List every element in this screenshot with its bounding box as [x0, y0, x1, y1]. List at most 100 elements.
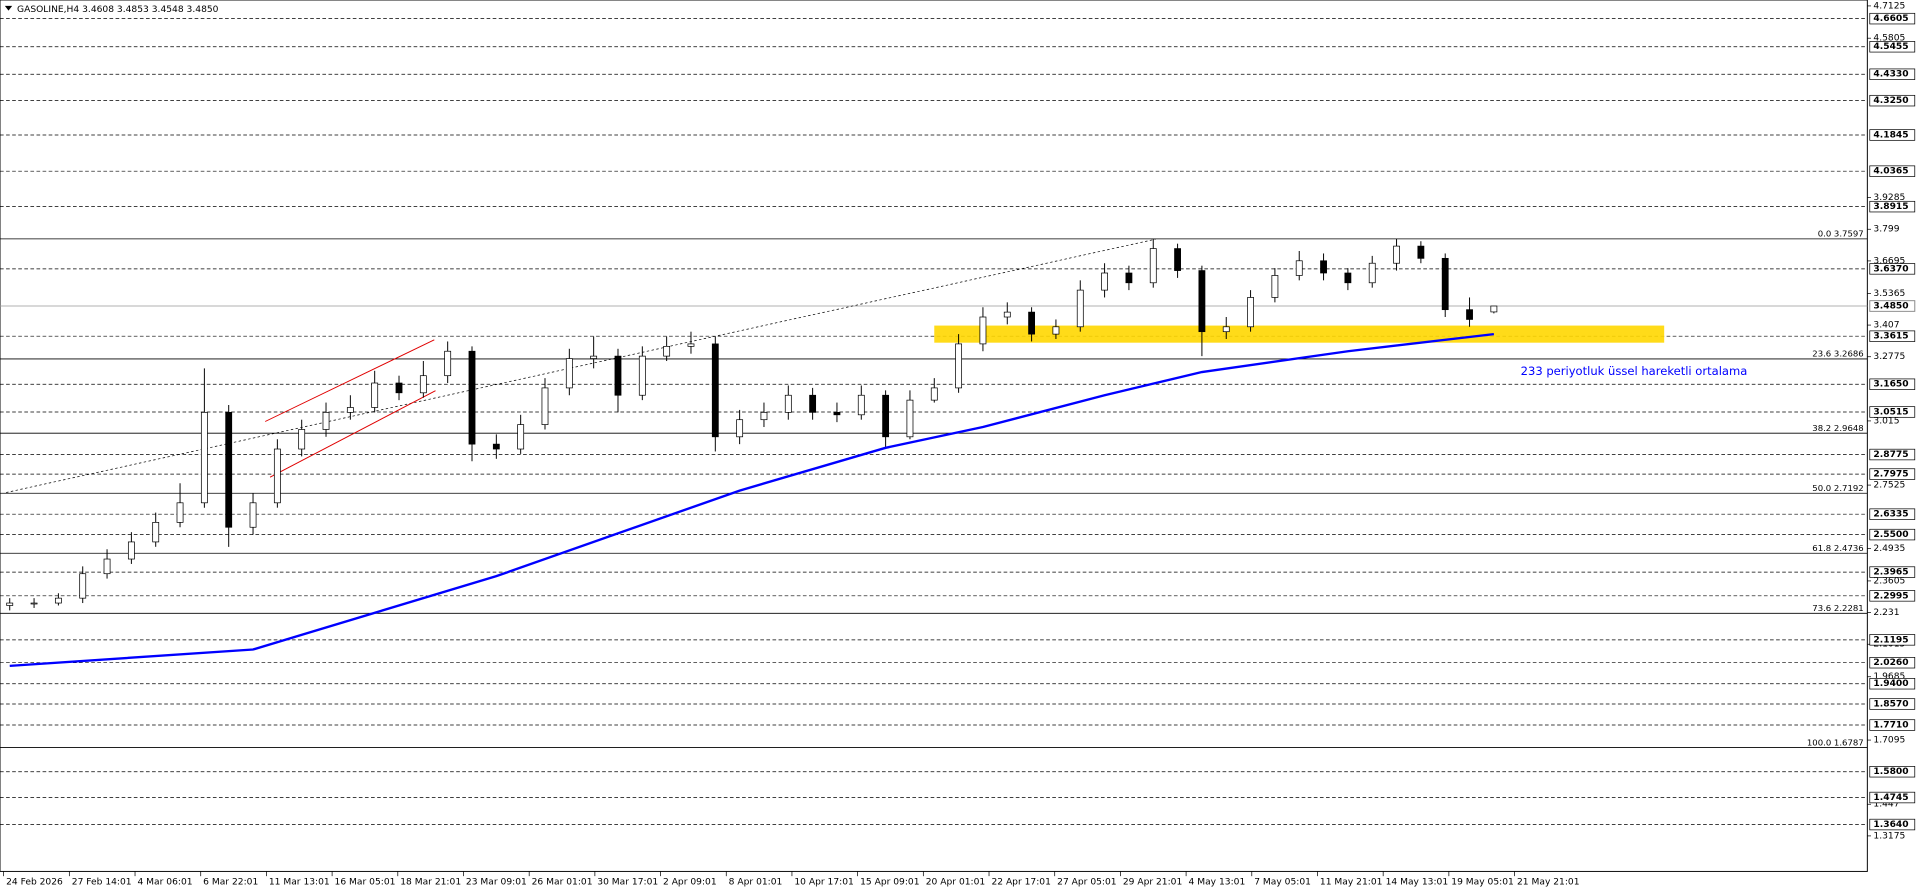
- level-label: 1.4745: [1873, 793, 1908, 803]
- candle-body: [346, 407, 354, 413]
- level-box: [1869, 468, 1916, 480]
- candle-body: [419, 375, 427, 394]
- candle-body: [152, 522, 160, 543]
- level-box: [1869, 165, 1916, 177]
- y-tick-label: 3.9285: [1873, 193, 1905, 203]
- x-tick-label: 27 Feb 14:01: [72, 878, 132, 888]
- level-box: [1869, 406, 1916, 418]
- candle-body: [1222, 326, 1230, 333]
- level-label: 2.0260: [1873, 658, 1908, 668]
- candle-body: [882, 394, 890, 438]
- y-tick-label: 1.7095: [1873, 736, 1905, 746]
- axes: 4.7125 4.5805 3.9285 3.799 3.6695 3.5365 3.407…: [3, 1, 1916, 888]
- candle-body: [468, 350, 476, 445]
- level-label: 1.7710: [1873, 721, 1908, 731]
- y-tick-label: 2.7525: [1873, 481, 1905, 491]
- candle-body: [663, 345, 671, 357]
- candle-body: [1417, 245, 1425, 259]
- price-box: [1869, 300, 1916, 312]
- level-box: [1869, 634, 1916, 646]
- candle-body: [322, 412, 330, 430]
- x-tick-label: 29 Apr 21:01: [1123, 878, 1182, 888]
- x-tick-label: 23 Mar 09:01: [466, 878, 527, 888]
- candle-body: [1295, 260, 1303, 276]
- y-tick-label: 3.015: [1873, 416, 1899, 426]
- level-label: 1.5800: [1873, 767, 1908, 777]
- candle-body: [1052, 326, 1060, 335]
- candle-body: [590, 355, 598, 359]
- y-tick-label: 1.447: [1873, 800, 1899, 810]
- x-tick-label: 8 Apr 01:01: [729, 878, 783, 888]
- x-tick-label: 16 Mar 05:01: [335, 878, 396, 888]
- fib-label: 61.8 2.4736: [1812, 543, 1863, 553]
- candle-body: [79, 573, 87, 599]
- level-box: [1869, 791, 1916, 804]
- level-label: 1.3640: [1873, 820, 1908, 830]
- y-tick-label: 3.6695: [1873, 256, 1905, 266]
- candle-body: [1247, 297, 1254, 328]
- candle-body: [1466, 309, 1473, 320]
- level-box: [1869, 508, 1916, 520]
- candle-body: [833, 412, 841, 416]
- price-label: 3.4850: [1873, 302, 1908, 312]
- level-label: 4.0365: [1873, 167, 1908, 177]
- level-label: 2.3965: [1873, 568, 1908, 578]
- candle-body: [979, 316, 987, 345]
- level-label: 4.6605: [1873, 14, 1908, 24]
- level-label: 4.1845: [1873, 131, 1908, 141]
- candle-body: [1320, 260, 1327, 274]
- candle-body: [736, 419, 744, 438]
- level-box: [1869, 200, 1916, 213]
- x-tick-label: 27 Apr 05:01: [1057, 878, 1116, 888]
- level-label: 4.3250: [1873, 96, 1908, 106]
- level-box: [1869, 12, 1916, 25]
- level-box: [1869, 68, 1916, 80]
- y-tick-label: 3.799: [1873, 225, 1899, 235]
- x-tick-label: 19 May 05:01: [1451, 878, 1514, 888]
- candle-body: [176, 502, 184, 523]
- x-tick-label: 24 Feb 2026: [6, 878, 63, 888]
- level-label: 3.0515: [1873, 408, 1908, 418]
- y-tick-label: 3.5365: [1873, 289, 1905, 299]
- level-box: [1869, 818, 1916, 831]
- x-tick-label: 22 Apr 17:01: [991, 878, 1050, 888]
- x-tick-label: 7 May 05:01: [1254, 878, 1311, 888]
- level-label: 2.8775: [1873, 450, 1908, 460]
- candle-body: [760, 412, 768, 421]
- x-tick-label: 4 May 13:01: [1189, 878, 1246, 888]
- level-box: [1869, 528, 1916, 541]
- candle-body: [200, 412, 208, 504]
- y-tick-label: 4.7125: [1873, 1, 1905, 11]
- level-box: [1869, 566, 1916, 578]
- level-label: 1.9400: [1873, 679, 1908, 689]
- candle-body: [1198, 270, 1206, 333]
- level-box: [1869, 378, 1916, 390]
- fib-label: 100.0 1.6787: [1807, 737, 1864, 747]
- level-box: [1869, 94, 1916, 107]
- candle-body: [1271, 275, 1279, 298]
- candle-body: [1149, 248, 1157, 284]
- candle-body: [687, 343, 695, 347]
- x-tick-label: 6 Mar 22:01: [203, 878, 258, 888]
- candle-body: [54, 597, 62, 604]
- channel-line: [264, 339, 435, 422]
- candles: [6, 238, 1498, 611]
- ema: [9, 332, 1495, 668]
- candle-body: [857, 394, 865, 416]
- level-label: 4.5455: [1873, 42, 1908, 52]
- level-box: [1869, 448, 1916, 461]
- candle-body: [103, 558, 111, 575]
- level-label: 3.1650: [1873, 380, 1908, 390]
- title-arrow: [4, 5, 13, 11]
- candle-body: [809, 394, 817, 413]
- candle-body: [30, 602, 38, 605]
- candle-body: [565, 358, 573, 389]
- level-box: [1869, 657, 1916, 669]
- levels: 0.0 3.7597 23.6 3.2686 38.2 2.9648 50.0 2.7…: [0, 18, 1868, 825]
- candle-body: [249, 502, 257, 528]
- candle-body: [614, 355, 622, 396]
- ema-line: [9, 332, 1495, 668]
- candle-body: [1393, 245, 1400, 264]
- level-label: 2.2995: [1873, 591, 1908, 601]
- candle-body: [930, 387, 938, 401]
